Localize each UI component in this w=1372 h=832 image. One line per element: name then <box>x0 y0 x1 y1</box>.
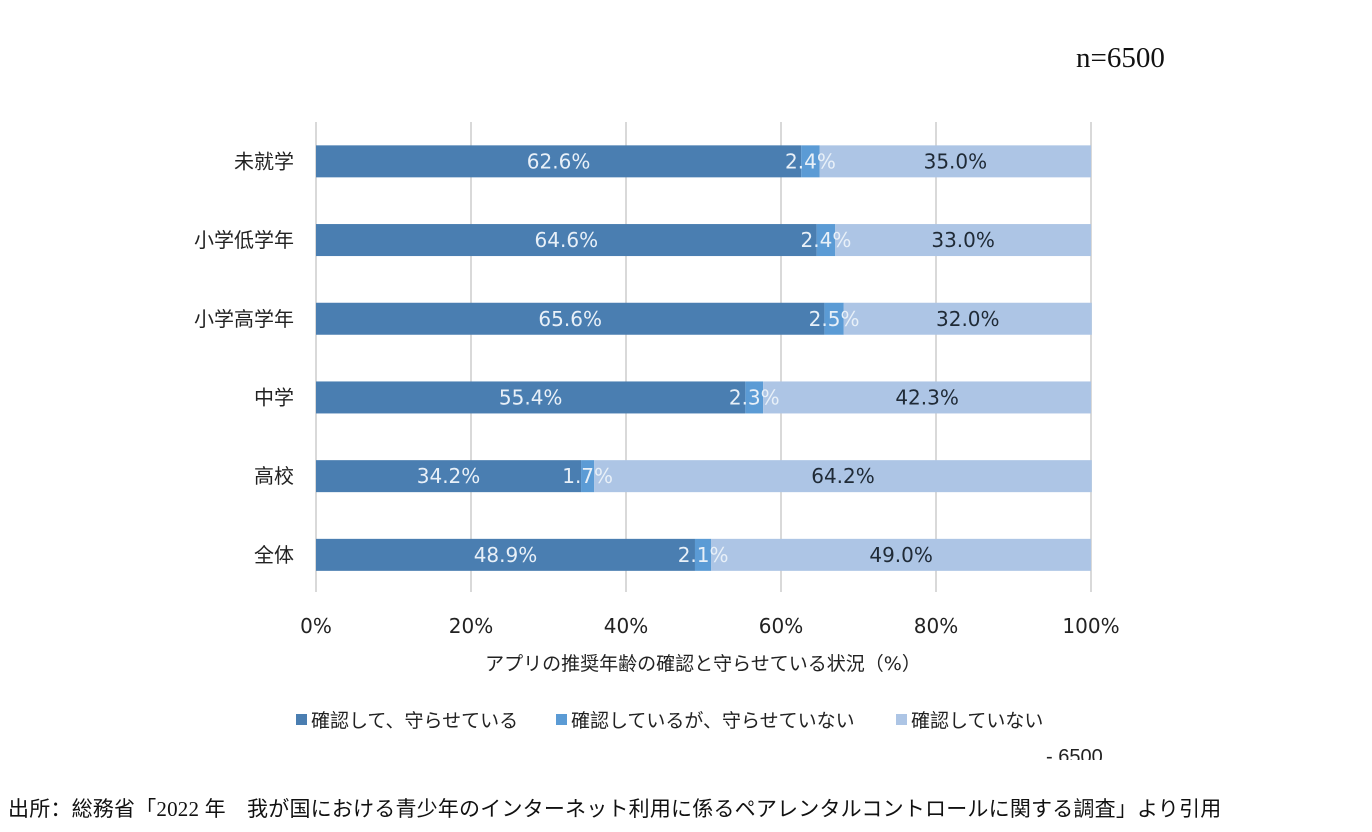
bar-segment <box>824 302 844 335</box>
bar-segment <box>581 460 595 493</box>
category-label: 全体 <box>254 543 294 567</box>
clipped-text-artifact: - 6500 <box>1046 748 1103 760</box>
legend-item: 確認して、守らせている <box>296 710 518 732</box>
data-label: 33.0% <box>931 228 995 252</box>
data-label: 2.1% <box>678 543 729 567</box>
data-label: 65.6% <box>538 307 602 331</box>
data-label: 55.4% <box>499 385 563 409</box>
x-tick-labels: 0% 20% 40% 60% 80% 100% <box>300 614 1119 638</box>
bar-segment <box>711 538 1091 571</box>
bar-segment <box>316 460 582 493</box>
legend-swatch <box>556 714 567 725</box>
bar-segment <box>763 381 1091 414</box>
data-label: 2.4% <box>785 149 836 173</box>
x-axis-title: アプリの推奨年齢の確認と守らせている状況（%） <box>485 653 921 675</box>
bar-segment <box>316 145 802 178</box>
bar-segment <box>316 224 817 257</box>
bar-segment <box>316 302 825 335</box>
x-tick-label: 60% <box>759 614 803 638</box>
category-label: 小学高学年 <box>194 307 294 331</box>
x-tick-label: 100% <box>1062 614 1119 638</box>
legend-label: 確認しているが、守らせていない <box>571 710 855 732</box>
data-label: 2.3% <box>729 385 780 409</box>
bar-segment <box>745 381 764 414</box>
gridlines <box>315 122 1092 592</box>
data-label: 42.3% <box>895 385 959 409</box>
data-label: 2.5% <box>809 307 860 331</box>
legend-label: 確認して、守らせている <box>311 710 518 732</box>
category-label: 高校 <box>254 464 294 488</box>
x-tick-label: 20% <box>449 614 493 638</box>
legend-item: 確認しているが、守らせていない <box>556 710 855 732</box>
source-citation: 出所：総務省「2022 年 我が国における青少年のインターネット利用に係るペアレ… <box>8 797 1222 821</box>
legend-item: 確認していない <box>896 710 1043 732</box>
data-label: 64.6% <box>535 228 599 252</box>
data-label: 35.0% <box>924 149 988 173</box>
bar-segment <box>694 538 712 571</box>
category-label: 小学低学年 <box>194 228 294 252</box>
bars: 62.6% 2.4% 35.0% 64.6% 2.4% 33.0% 65.6% 2.5% 32.… <box>316 145 1092 571</box>
bar-segment <box>801 145 820 178</box>
data-label: 64.2% <box>811 464 875 488</box>
bar-segment <box>835 224 1091 257</box>
bar-segment <box>816 224 836 257</box>
bar-segment <box>843 302 1092 335</box>
legend: 確認して、守らせている 確認しているが、守らせていない 確認していない <box>296 710 1043 732</box>
bar-segment <box>819 145 1091 178</box>
legend-swatch <box>896 714 907 725</box>
bar-segment <box>316 538 695 571</box>
bar-segment <box>316 381 746 414</box>
x-tick-label: 40% <box>604 614 648 638</box>
bar-segment <box>594 460 1092 493</box>
data-label: 62.6% <box>527 149 591 173</box>
data-label: 1.7% <box>562 464 613 488</box>
data-label: 34.2% <box>417 464 481 488</box>
data-label: 49.0% <box>869 543 933 567</box>
x-tick-label: 0% <box>300 614 332 638</box>
category-label: 中学 <box>254 385 294 409</box>
data-label: 48.9% <box>474 543 538 567</box>
data-label: 2.4% <box>801 228 852 252</box>
data-label: 32.0% <box>936 307 1000 331</box>
legend-swatch <box>296 714 307 725</box>
category-label: 未就学 <box>234 149 294 173</box>
sample-size-label: n=6500 <box>1076 42 1165 74</box>
x-tick-label: 80% <box>914 614 958 638</box>
legend-label: 確認していない <box>911 710 1043 732</box>
